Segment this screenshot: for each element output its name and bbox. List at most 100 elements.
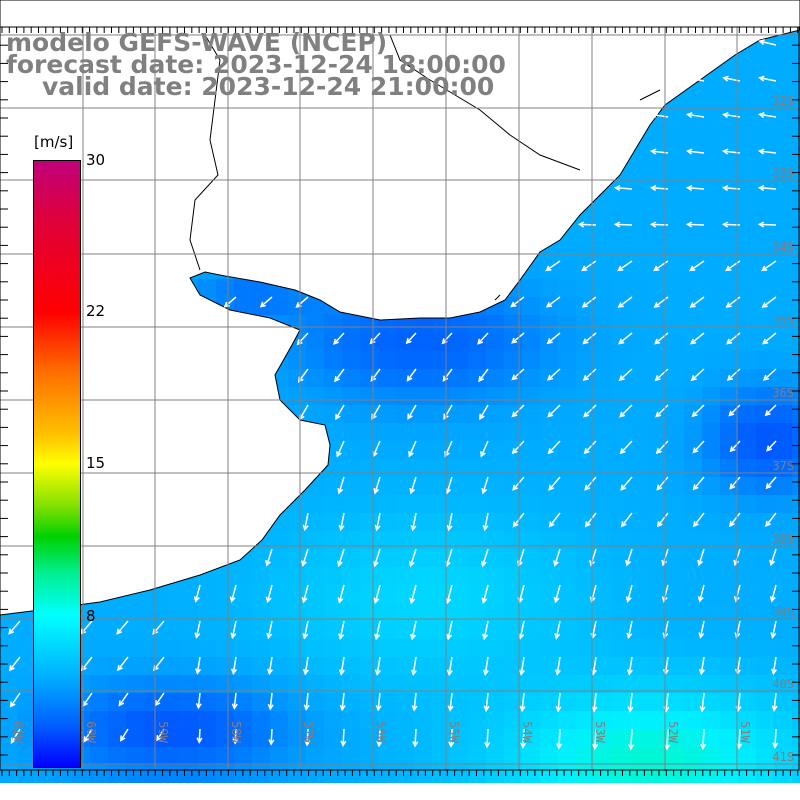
wind-speed-cell xyxy=(180,585,198,603)
wind-speed-cell xyxy=(540,747,558,765)
wind-speed-cell xyxy=(792,297,800,315)
wind-speed-cell xyxy=(558,657,576,675)
wind-speed-cell xyxy=(180,603,198,621)
wind-speed-cell xyxy=(594,279,612,297)
wind-speed-cell xyxy=(324,369,342,387)
wind-speed-cell xyxy=(756,153,774,171)
wind-arrow xyxy=(619,440,633,455)
wind-speed-cell xyxy=(702,513,720,531)
colorbar xyxy=(33,160,81,768)
longitude-label: 60W xyxy=(84,721,98,743)
wind-speed-cell xyxy=(468,747,486,765)
wind-arrow xyxy=(337,476,345,495)
wind-speed-cell xyxy=(324,693,342,711)
wind-speed-cell xyxy=(612,531,630,549)
wind-arrow xyxy=(698,620,705,639)
wind-arrow xyxy=(259,296,273,308)
wind-speed-cell xyxy=(306,549,324,567)
wind-speed-cell xyxy=(468,369,486,387)
wind-speed-cell xyxy=(468,603,486,621)
wind-speed-cell xyxy=(630,477,648,495)
wind-speed-cell xyxy=(162,675,180,693)
wind-speed-cell xyxy=(486,729,504,747)
wind-speed-cell xyxy=(684,135,702,153)
wind-speed-cell xyxy=(216,693,234,711)
wind-speed-cell xyxy=(612,315,630,333)
wind-arrow xyxy=(265,548,273,567)
wind-speed-cell xyxy=(630,711,648,729)
wind-speed-cell xyxy=(252,693,270,711)
wind-speed-cell xyxy=(792,153,800,171)
wind-speed-cell xyxy=(18,747,36,765)
wind-arrow xyxy=(625,584,633,603)
wind-speed-cell xyxy=(126,675,144,693)
wind-arrow xyxy=(553,584,561,604)
wind-speed-cell xyxy=(216,711,234,729)
wind-speed-cell xyxy=(666,603,684,621)
wind-arrow xyxy=(685,148,705,155)
wind-speed-cell xyxy=(666,693,684,711)
wind-speed-cell xyxy=(738,225,756,243)
wind-speed-cell xyxy=(378,747,396,765)
wind-speed-cell xyxy=(738,387,756,405)
wind-speed-cell xyxy=(702,567,720,585)
wind-speed-cell xyxy=(540,531,558,549)
wind-speed-cell xyxy=(522,405,540,423)
wind-speed-cell xyxy=(738,477,756,495)
wind-speed-cell xyxy=(558,711,576,729)
wind-speed-cell xyxy=(306,369,324,387)
wind-speed-cell xyxy=(432,675,450,693)
wind-arrow xyxy=(302,656,309,676)
wind-speed-cell xyxy=(234,657,252,675)
wind-speed-cell xyxy=(612,189,630,207)
wind-speed-cell xyxy=(144,729,162,747)
wind-speed-cell xyxy=(342,423,360,441)
wind-speed-cell xyxy=(414,405,432,423)
wind-arrow xyxy=(584,476,597,491)
wind-speed-cell xyxy=(378,675,396,693)
wind-speed-cell xyxy=(792,441,800,459)
wind-speed-cell xyxy=(432,495,450,513)
wind-speed-cell xyxy=(522,477,540,495)
wind-speed-cell xyxy=(378,423,396,441)
wind-speed-cell xyxy=(612,747,630,765)
wind-speed-cell xyxy=(306,639,324,657)
wind-speed-cell xyxy=(288,621,306,639)
wind-speed-cell xyxy=(792,243,800,261)
wind-speed-cell xyxy=(126,603,144,621)
wind-speed-cell xyxy=(540,477,558,495)
wind-speed-cell xyxy=(576,315,594,333)
wind-speed-cell xyxy=(774,63,792,81)
wind-speed-cell xyxy=(432,351,450,369)
wind-speed-cell xyxy=(576,225,594,243)
wind-arrow xyxy=(626,620,633,640)
wind-speed-cell xyxy=(612,693,630,711)
wind-speed-cell xyxy=(774,495,792,513)
wind-speed-cell xyxy=(378,603,396,621)
wind-speed-cell xyxy=(0,639,18,657)
wind-speed-cell xyxy=(234,603,252,621)
wind-speed-cell xyxy=(504,747,522,765)
wind-speed-cell xyxy=(306,603,324,621)
wind-arrow xyxy=(697,584,705,603)
wind-speed-cell xyxy=(666,621,684,639)
wind-arrow xyxy=(729,512,741,528)
wind-speed-cell xyxy=(720,207,738,225)
wind-speed-cell xyxy=(594,711,612,729)
wind-speed-cell xyxy=(738,297,756,315)
wind-speed-cell xyxy=(450,639,468,657)
wind-speed-cell xyxy=(594,261,612,279)
wind-speed-cell xyxy=(756,729,774,747)
wind-arrow xyxy=(336,548,345,568)
wind-arrow xyxy=(374,656,381,676)
wind-speed-cell xyxy=(450,693,468,711)
wind-speed-cell xyxy=(738,657,756,675)
wind-speed-cell xyxy=(468,657,486,675)
wind-speed-cell xyxy=(594,639,612,657)
wind-speed-cell xyxy=(594,243,612,261)
wind-speed-cell xyxy=(648,657,666,675)
wind-speed-cell xyxy=(522,711,540,729)
wind-speed-cell xyxy=(486,675,504,693)
wind-arrow xyxy=(510,296,525,308)
wind-speed-cell xyxy=(450,549,468,567)
